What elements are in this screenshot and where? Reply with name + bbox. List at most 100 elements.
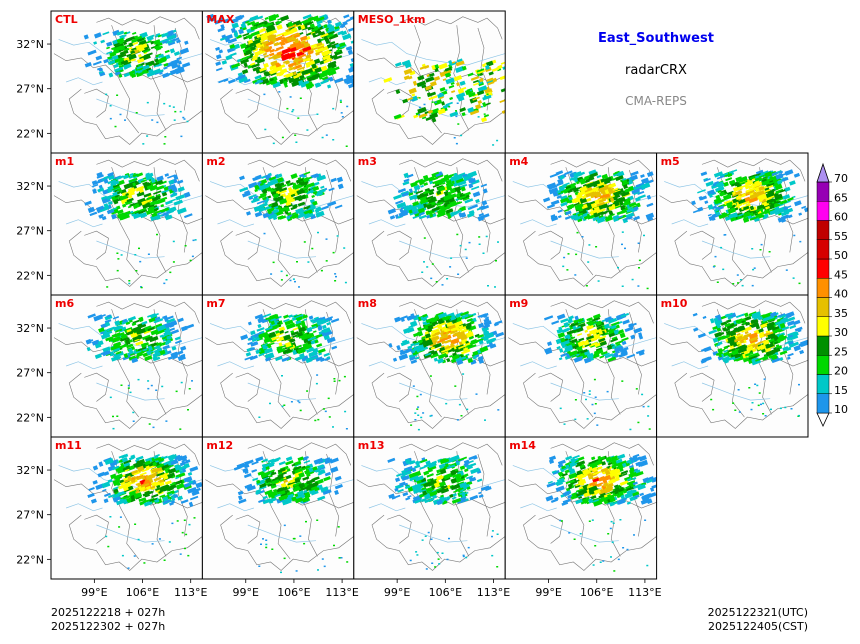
reflectivity-cell: [294, 355, 303, 360]
reflectivity-cell: [281, 375, 283, 377]
reflectivity-cell: [572, 454, 580, 460]
reflectivity-cell: [793, 331, 799, 337]
reflectivity-cell: [762, 339, 770, 346]
reflectivity-cell: [321, 136, 324, 139]
reflectivity-cell: [334, 21, 342, 28]
reflectivity-cell: [394, 487, 399, 492]
reflectivity-cell: [449, 354, 453, 358]
reflectivity-cell: [414, 464, 421, 469]
reflectivity-cell: [456, 179, 467, 187]
reflectivity-cell: [148, 68, 154, 74]
reflectivity-cell: [635, 182, 645, 188]
reflectivity-cell: [177, 495, 183, 501]
reflectivity-cell: [723, 345, 729, 350]
reflectivity-cell: [742, 357, 751, 363]
reflectivity-cell: [721, 334, 730, 340]
reflectivity-cell: [587, 320, 597, 326]
reflectivity-cell: [438, 208, 446, 214]
reflectivity-cell: [735, 190, 743, 196]
reflectivity-cell: [111, 336, 122, 343]
reflectivity-cell: [315, 47, 324, 54]
reflectivity-cell: [436, 348, 441, 352]
reflectivity-cell: [128, 456, 135, 461]
reflectivity-cell: [579, 198, 588, 204]
reflectivity-cell: [550, 214, 556, 219]
reflectivity-cell: [387, 457, 396, 463]
reflectivity-cell: [137, 53, 142, 58]
reflectivity-cell: [269, 331, 276, 338]
reflectivity-cell: [268, 16, 277, 22]
reflectivity-cell: [131, 322, 137, 327]
reflectivity-cell: [579, 323, 586, 328]
reflectivity-cell: [436, 339, 443, 344]
reflectivity-cell: [450, 483, 461, 491]
reflectivity-cell: [461, 493, 466, 499]
reflectivity-cell: [719, 331, 725, 336]
reflectivity-cell: [495, 260, 497, 262]
reflectivity-cell: [557, 215, 562, 219]
reflectivity-cell: [278, 91, 281, 93]
reflectivity-cell: [465, 324, 471, 330]
reflectivity-cell: [763, 378, 766, 380]
reflectivity-cell: [269, 78, 274, 82]
reflectivity-cell: [112, 347, 121, 353]
reflectivity-cell: [437, 312, 448, 319]
reflectivity-cell: [425, 337, 430, 341]
reflectivity-cell: [624, 216, 633, 221]
reflectivity-cell: [722, 268, 725, 271]
reflectivity-cell: [125, 192, 129, 197]
reflectivity-cell: [188, 480, 194, 485]
reflectivity-cell: [140, 286, 143, 289]
reflectivity-cell: [282, 80, 288, 85]
reflectivity-cell: [312, 330, 317, 334]
reflectivity-cell: [244, 483, 252, 489]
reflectivity-cell: [428, 95, 438, 101]
reflectivity-cell: [104, 458, 114, 466]
reflectivity-cell: [424, 535, 427, 537]
reflectivity-cell: [643, 234, 645, 237]
reflectivity-cell: [239, 186, 249, 193]
reflectivity-cell: [136, 65, 144, 70]
reflectivity-cell: [349, 15, 354, 21]
reflectivity-cell: [776, 317, 785, 322]
reflectivity-cell: [415, 190, 424, 195]
reflectivity-cell: [147, 345, 153, 352]
reflectivity-cell: [637, 194, 646, 200]
reflectivity-cell: [442, 331, 447, 335]
reflectivity-cell: [175, 194, 186, 201]
reflectivity-cell: [596, 181, 605, 188]
reflectivity-cell: [762, 316, 772, 322]
reflectivity-cell: [584, 329, 589, 333]
reflectivity-cell: [637, 483, 646, 491]
reflectivity-cell: [760, 322, 769, 329]
reflectivity-cell: [507, 95, 516, 102]
reflectivity-cell: [156, 484, 161, 489]
reflectivity-cell: [237, 490, 244, 496]
reflectivity-cell: [487, 81, 495, 86]
reflectivity-cell: [107, 545, 110, 548]
reflectivity-cell: [596, 174, 602, 179]
reflectivity-cell: [574, 418, 577, 421]
reflectivity-cell: [558, 326, 563, 332]
reflectivity-cell: [776, 313, 786, 318]
reflectivity-cell: [778, 334, 785, 339]
reflectivity-cell: [697, 189, 706, 194]
reflectivity-cell: [159, 334, 165, 338]
reflectivity-cell: [271, 548, 274, 550]
reflectivity-cell: [475, 393, 478, 395]
reflectivity-cell: [164, 315, 174, 321]
reflectivity-cell: [411, 93, 416, 97]
reflectivity-cell: [250, 341, 259, 347]
reflectivity-cell: [285, 491, 295, 498]
reflectivity-cell: [563, 423, 566, 425]
reflectivity-cell: [132, 31, 137, 35]
reflectivity-cell: [575, 253, 578, 256]
reflectivity-cell: [132, 335, 141, 341]
reflectivity-cell: [106, 195, 113, 201]
reflectivity-cell: [163, 328, 170, 334]
reflectivity-cell: [478, 339, 484, 345]
reflectivity-cell: [248, 16, 258, 22]
reflectivity-cell: [316, 374, 319, 376]
reflectivity-cell: [314, 66, 322, 74]
reflectivity-cell: [430, 317, 438, 324]
